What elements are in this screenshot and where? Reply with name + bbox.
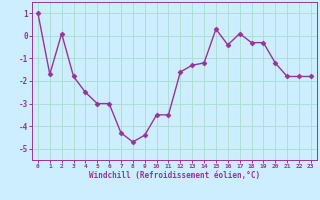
X-axis label: Windchill (Refroidissement éolien,°C): Windchill (Refroidissement éolien,°C)	[89, 171, 260, 180]
